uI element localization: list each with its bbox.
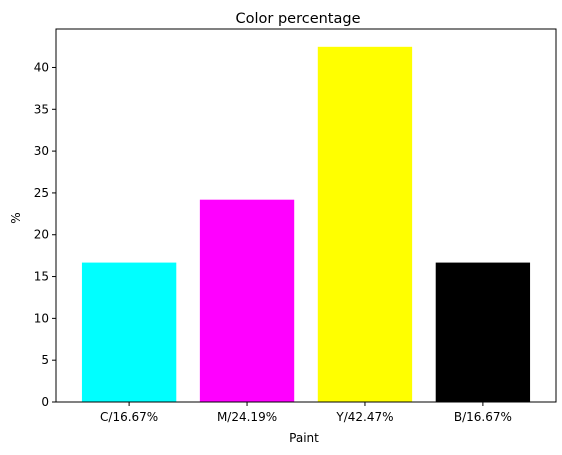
plot-area: 0 5 10 15 20 25 30 35 40 C/16.67% M/24.19% Y/42.47%…: [34, 28, 557, 424]
x-tick-label: B/16.67%: [454, 410, 512, 424]
plot-frame: [55, 28, 557, 403]
y-axis-label: %: [9, 212, 23, 223]
y-tick-label: 30: [34, 144, 49, 158]
x-tick-label: C/16.67%: [100, 410, 158, 424]
y-tick-label: 25: [34, 186, 49, 200]
bar-b: [435, 262, 531, 402]
y-tick-label: 5: [41, 353, 49, 367]
y-tick-label: 40: [34, 60, 49, 74]
y-tick-label: 15: [34, 270, 49, 284]
bar-c: [81, 262, 177, 402]
x-tick-label: Y/42.47%: [335, 410, 393, 424]
y-tick-label: 0: [41, 395, 49, 409]
y-tick-label: 10: [34, 311, 49, 325]
x-tick-label: M/24.19%: [217, 410, 277, 424]
x-axis-label: Paint: [289, 431, 319, 445]
bar-m: [199, 199, 295, 402]
y-tick-label: 35: [34, 102, 49, 116]
chart-title: Color percentage: [235, 11, 360, 27]
bar-y: [317, 46, 413, 402]
y-tick-label: 20: [34, 228, 49, 242]
